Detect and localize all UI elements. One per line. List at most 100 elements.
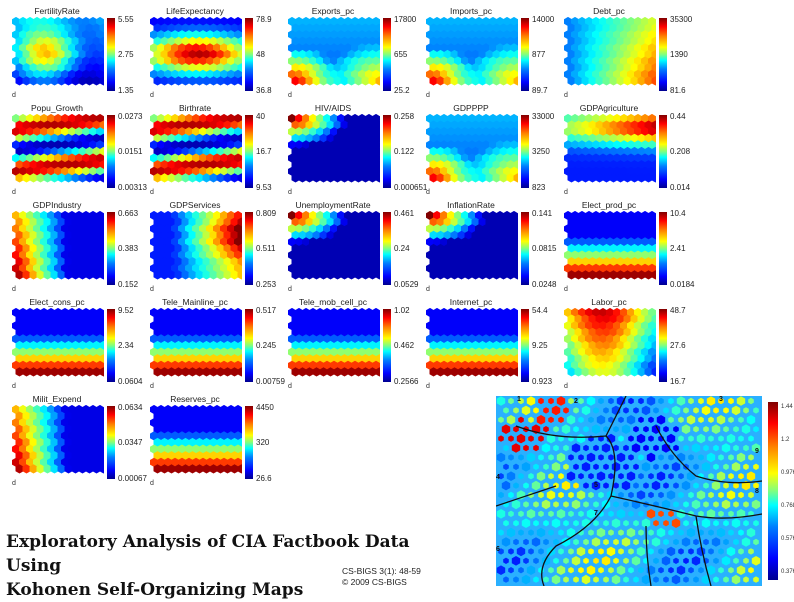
hex-cell [174, 411, 183, 421]
hex-cell [634, 250, 642, 260]
hex-cell [372, 308, 380, 318]
hex-cell [85, 451, 94, 461]
hex-cell [630, 23, 639, 33]
d-label: d [150, 383, 154, 390]
hex-cell [96, 360, 104, 370]
hex-cell [510, 263, 518, 273]
hex-cell [230, 314, 239, 324]
hex-cell [206, 43, 214, 53]
hex-cell [330, 166, 338, 176]
hex-cell [648, 250, 656, 260]
som-hex-cell [738, 435, 744, 442]
hex-cell [609, 23, 618, 33]
cluster-label: 7 [594, 510, 598, 517]
hex-cell [337, 17, 345, 27]
cluster-label: 9 [755, 448, 759, 455]
hex-cell [571, 166, 579, 176]
som-hex-cell [746, 471, 756, 481]
hex-cell [61, 308, 69, 318]
hex-cell [319, 49, 328, 60]
hex-cell [96, 431, 104, 441]
hex-cell [171, 444, 179, 454]
som-hex-cell [553, 444, 559, 452]
som-hex-cell [738, 529, 744, 536]
hex-cell [588, 146, 597, 157]
hex-cell [426, 211, 434, 221]
hex-cell [309, 211, 317, 221]
hex-cell [68, 418, 76, 428]
hex-cell [326, 367, 335, 377]
hex-cell [237, 314, 242, 324]
hex-cell [347, 23, 356, 33]
hex-cell [234, 308, 242, 318]
hex-cell [361, 160, 370, 170]
hex-cell [82, 237, 90, 247]
hex-cell [26, 211, 34, 221]
hex-cell [426, 153, 434, 163]
hex-cell [319, 257, 328, 267]
hex-cell [585, 69, 593, 79]
hex-cell [153, 411, 162, 421]
hex-cell [178, 153, 186, 163]
hex-cell [634, 308, 642, 318]
colorbar-mid-label: 320 [256, 438, 270, 447]
hex-cell [581, 120, 590, 130]
hex-cell [436, 340, 445, 351]
hex-cell [220, 347, 228, 357]
hex-cell [288, 321, 296, 331]
hex-cell [365, 237, 373, 247]
hex-cell [471, 257, 480, 267]
hex-cell [209, 354, 218, 364]
som-hex-cell [738, 416, 744, 423]
hex-cell [464, 314, 473, 324]
hex-cell [637, 76, 646, 86]
hex-cell [475, 321, 483, 331]
hex-cell [227, 250, 235, 260]
hex-cell [571, 321, 579, 331]
hex-cell [33, 360, 41, 370]
hex-cell [581, 133, 590, 143]
hex-cell [485, 160, 494, 170]
plane-title: Tele_Mainline_pc [162, 297, 228, 307]
hex-cell [71, 36, 80, 46]
colorbar-min-label: 823 [532, 183, 546, 192]
hex-cell [471, 63, 480, 73]
hex-cell [19, 418, 27, 428]
hex-cell [209, 217, 218, 227]
hex-cell [464, 63, 473, 73]
hex-cell [82, 347, 90, 357]
hex-cell [61, 418, 69, 428]
hex-map [12, 308, 104, 377]
hex-cell [595, 270, 604, 280]
hex-cell [209, 160, 218, 170]
som-hex-cell [566, 527, 576, 538]
som-hex-cell [603, 426, 609, 433]
hex-cell [206, 56, 214, 66]
hex-cell [213, 114, 221, 124]
som-hex-cell [723, 538, 729, 546]
hex-cell [199, 166, 207, 176]
hex-cell [216, 146, 225, 157]
hex-cell [206, 321, 214, 331]
hex-cell [96, 308, 104, 318]
colorbar-min-label: 0.00067 [118, 474, 147, 483]
hex-cell [223, 76, 232, 86]
hex-cell [375, 354, 380, 364]
hex-cell [57, 424, 66, 434]
hex-cell [216, 270, 225, 280]
hex-cell [457, 230, 466, 240]
som-hex-cell [628, 454, 634, 461]
colorbar-mid-label: 0.0347 [118, 438, 143, 447]
hex-cell [195, 133, 204, 143]
hex-cell [571, 224, 579, 234]
hex-cell [513, 23, 518, 33]
hex-cell [64, 464, 73, 474]
hex-cell [36, 327, 45, 337]
hex-cell [457, 217, 466, 227]
hex-cell [71, 23, 80, 33]
hex-cell [574, 327, 583, 337]
hex-cell [223, 257, 232, 267]
som-hex-cell [621, 480, 631, 491]
hex-cell [489, 263, 497, 273]
hex-cell [450, 173, 459, 183]
